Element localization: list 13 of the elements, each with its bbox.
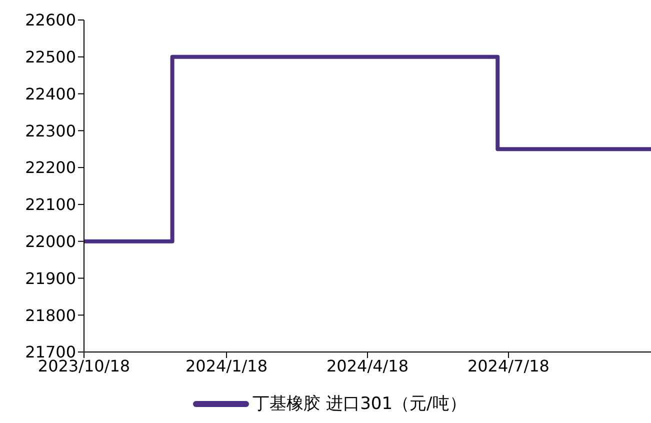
y-tick-label: 22300 — [25, 121, 76, 140]
y-tick-label: 22600 — [25, 10, 76, 30]
y-tick-label: 22000 — [25, 232, 76, 252]
y-tick-label: 22400 — [25, 84, 76, 104]
legend-label: 丁基橡胶 进口301（元/吨） — [252, 393, 466, 415]
y-tick-label: 22200 — [25, 158, 76, 178]
y-tick-label: 21900 — [25, 268, 76, 288]
y-tick-label: 21800 — [25, 306, 76, 325]
y-tick-label: 22500 — [25, 48, 76, 67]
y-tick-label: 22100 — [25, 195, 76, 214]
x-tick-label: 2024/7/18 — [467, 356, 550, 376]
x-tick-label: 2024/4/18 — [326, 356, 409, 376]
x-tick-label: 2024/1/18 — [186, 356, 268, 376]
